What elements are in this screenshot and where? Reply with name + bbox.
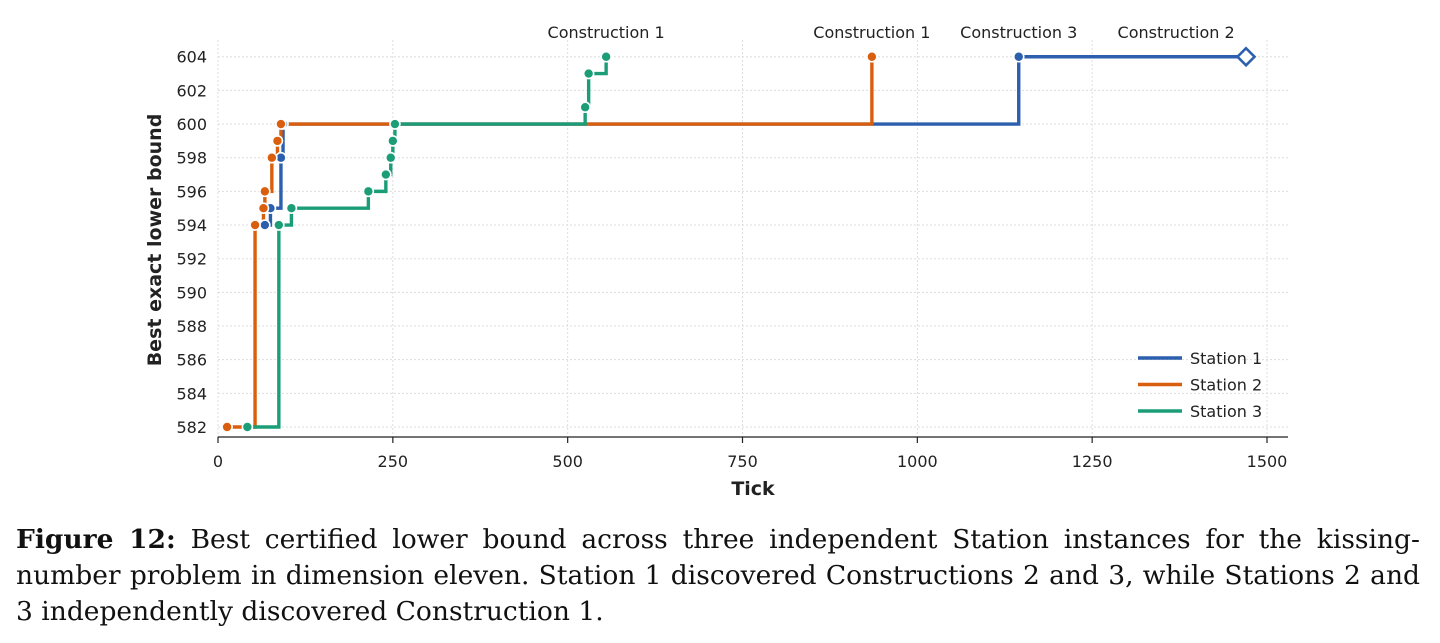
station-2-point <box>259 185 271 198</box>
station-3-point <box>389 118 401 130</box>
step-chart: 0 250 500 750 1000 1250 1500 582 584 586 588 590 59… <box>144 23 1288 500</box>
y-tick-label: 602 <box>176 81 207 100</box>
x-tick-label: 1250 <box>1072 452 1113 471</box>
station-3-point <box>362 185 375 198</box>
y-tick-label: 584 <box>176 384 207 403</box>
station-3-point <box>384 151 397 164</box>
station-3-point <box>273 219 285 231</box>
x-ticks: 0 250 500 750 1000 1250 1500 <box>213 437 1287 471</box>
legend-label: Station 2 <box>1190 376 1262 395</box>
y-tick-label: 604 <box>176 48 207 67</box>
grid <box>217 40 1288 437</box>
y-tick-label: 590 <box>176 283 207 302</box>
y-tick-label: 592 <box>176 250 207 269</box>
y-tick-label: 598 <box>176 149 207 168</box>
x-tick-label: 500 <box>552 452 583 471</box>
caption-label: Figure 12: <box>16 524 176 555</box>
construction-annotation: Construction 1 <box>548 23 665 42</box>
x-tick-label: 1000 <box>897 452 938 471</box>
station-2-point <box>271 135 284 147</box>
series-lines <box>227 55 1247 429</box>
station-3-line <box>247 56 608 429</box>
y-tick-label: 588 <box>176 317 207 336</box>
station-3-point <box>579 101 591 114</box>
caption-text: Best certified lower bound across three … <box>16 524 1420 627</box>
y-tick-label: 586 <box>176 351 207 370</box>
y-tick-label: 582 <box>176 418 207 437</box>
station-2-point <box>257 202 270 215</box>
x-tick-label: 0 <box>213 452 223 471</box>
station-1-line <box>264 55 1247 227</box>
x-tick-label: 250 <box>378 452 409 471</box>
construction-annotation: Construction 3 <box>960 23 1077 42</box>
y-ticks: 582 584 586 588 590 592 594 596 598 600 602 604 <box>176 48 207 437</box>
station-2-point <box>275 118 287 130</box>
legend-label: Station 3 <box>1190 402 1262 421</box>
station-1-point <box>1012 50 1025 63</box>
station-3-point <box>285 202 298 215</box>
series <box>221 46 1257 433</box>
station-2-point <box>249 219 261 231</box>
x-tick-label: 750 <box>727 452 758 471</box>
station-1-end-marker <box>1235 46 1257 68</box>
station-3-point <box>582 67 595 80</box>
y-tick-label: 596 <box>176 182 207 201</box>
figure-caption: Figure 12: Best certified lower bound ac… <box>16 522 1420 630</box>
station-2-point <box>221 421 233 433</box>
construction-annotation: Construction 2 <box>1118 23 1235 42</box>
station-2-point <box>266 151 278 164</box>
y-tick-label: 600 <box>176 115 207 134</box>
station-1-point <box>259 219 271 231</box>
station-3-point <box>380 168 392 181</box>
y-axis-label: Best exact lower bound <box>144 114 166 367</box>
series-markers <box>221 46 1257 433</box>
y-tick-label: 594 <box>176 216 207 235</box>
x-tick-label: 1500 <box>1247 452 1288 471</box>
x-axis-label: Tick <box>731 478 775 500</box>
station-3-point <box>387 135 399 147</box>
construction-annotation: Construction 1 <box>813 23 930 42</box>
legend: Station 1 Station 2 Station 3 <box>1138 349 1262 421</box>
annotations: Construction 1 Construction 1 Construction… <box>548 23 1235 42</box>
legend-label: Station 1 <box>1190 349 1262 368</box>
station-2-line <box>227 56 874 429</box>
station-2-point <box>866 50 878 63</box>
station-3-point <box>241 421 254 433</box>
station-3-point <box>600 50 612 63</box>
